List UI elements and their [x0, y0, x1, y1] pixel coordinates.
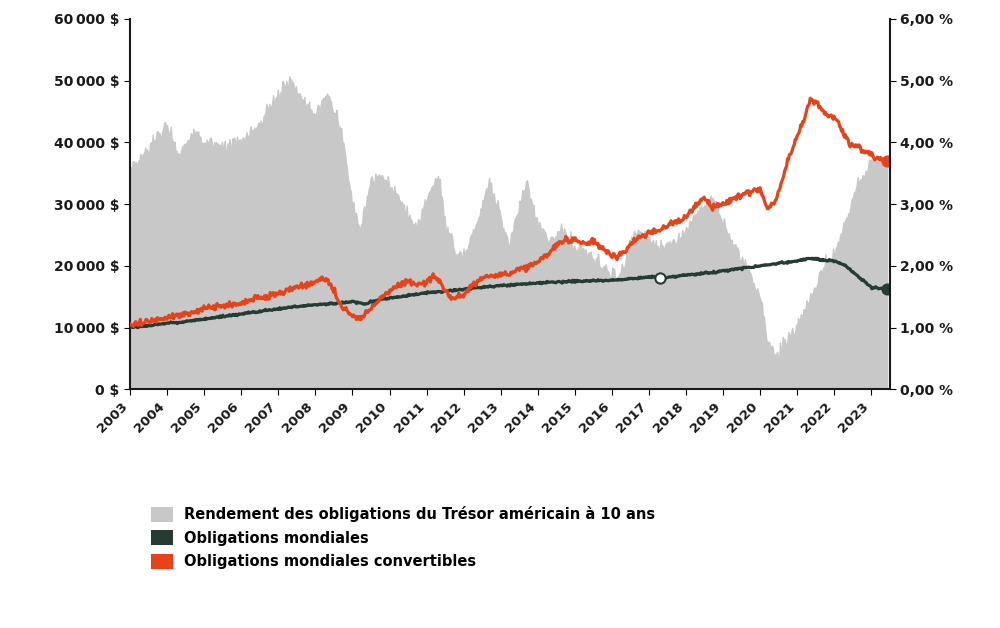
Legend: Rendement des obligations du Trésor américain à 10 ans, Obligations mondiales, O: Rendement des obligations du Trésor amér… [145, 501, 661, 575]
Point [652, 273, 668, 283]
Point [879, 156, 895, 166]
Point [879, 284, 895, 295]
